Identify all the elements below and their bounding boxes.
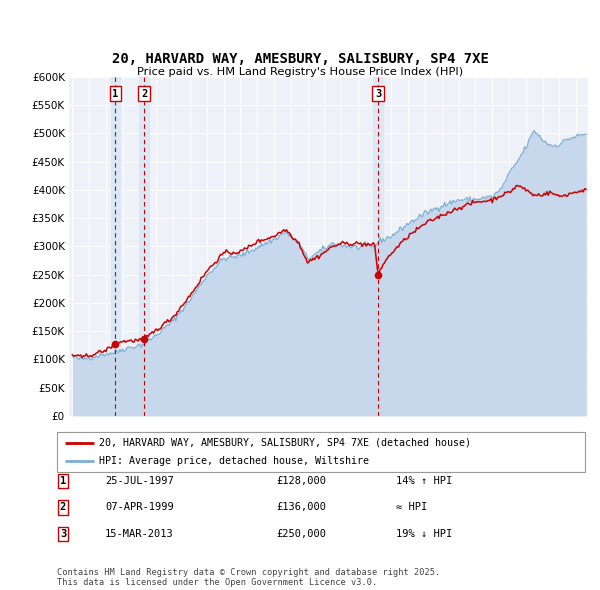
Text: £250,000: £250,000 [276,529,326,539]
Text: 3: 3 [60,529,66,539]
Text: 11
20: 11 20 [336,438,346,457]
Text: 06
20: 06 20 [252,438,262,457]
Bar [373,77,383,416]
Text: 20, HARVARD WAY, AMESBURY, SALISBURY, SP4 7XE (detached house): 20, HARVARD WAY, AMESBURY, SALISBURY, SP… [99,438,471,448]
Text: 25-JUL-1997: 25-JUL-1997 [105,476,174,486]
Text: 20, HARVARD WAY, AMESBURY, SALISBURY, SP4 7XE: 20, HARVARD WAY, AMESBURY, SALISBURY, SP… [112,52,488,66]
Text: 12
20: 12 20 [353,438,363,457]
Text: £136,000: £136,000 [276,503,326,512]
Text: £128,000: £128,000 [276,476,326,486]
Text: 99
19: 99 19 [134,438,145,457]
Text: 15-MAR-2013: 15-MAR-2013 [105,529,174,539]
Text: 18
20: 18 20 [454,438,464,457]
Text: 24
20: 24 20 [554,438,565,457]
Text: 05
20: 05 20 [235,438,245,457]
Text: 07-APR-1999: 07-APR-1999 [105,503,174,512]
Text: 00
20: 00 20 [151,438,161,457]
Text: 14
20: 14 20 [386,438,397,457]
Text: 22
20: 22 20 [521,438,531,457]
Text: 07
20: 07 20 [269,438,279,457]
Text: 16
20: 16 20 [420,438,430,457]
Text: ≈ HPI: ≈ HPI [396,503,427,512]
Text: 15
20: 15 20 [403,438,413,457]
Text: 2: 2 [141,88,147,99]
Text: Price paid vs. HM Land Registry's House Price Index (HPI): Price paid vs. HM Land Registry's House … [137,67,463,77]
Text: 1: 1 [60,476,66,486]
Text: 21
20: 21 20 [504,438,514,457]
Text: 03
20: 03 20 [202,438,212,457]
Text: 01
20: 01 20 [168,438,178,457]
Bar [139,77,149,416]
Text: 13
20: 13 20 [370,438,380,457]
Text: 09
20: 09 20 [302,438,313,457]
Text: 2: 2 [60,503,66,512]
Text: 1: 1 [112,88,118,99]
Text: 14% ↑ HPI: 14% ↑ HPI [396,476,452,486]
Text: 95
19: 95 19 [67,438,77,457]
Text: 96
19: 96 19 [84,438,94,457]
Text: 17
20: 17 20 [437,438,447,457]
Text: 08
20: 08 20 [286,438,296,457]
FancyBboxPatch shape [57,432,585,472]
Text: 97
19: 97 19 [101,438,111,457]
Text: 19% ↓ HPI: 19% ↓ HPI [396,529,452,539]
Bar [110,77,120,416]
Text: 3: 3 [375,88,381,99]
Text: 23
20: 23 20 [538,438,548,457]
Text: 98
19: 98 19 [118,438,128,457]
Text: 20
20: 20 20 [487,438,497,457]
Text: 25
20: 25 20 [571,438,581,457]
Text: HPI: Average price, detached house, Wiltshire: HPI: Average price, detached house, Wilt… [99,456,369,466]
Text: 19
20: 19 20 [470,438,481,457]
Text: 04
20: 04 20 [218,438,229,457]
Text: 02
20: 02 20 [185,438,195,457]
Text: Contains HM Land Registry data © Crown copyright and database right 2025.
This d: Contains HM Land Registry data © Crown c… [57,568,440,587]
Text: 10
20: 10 20 [319,438,329,457]
